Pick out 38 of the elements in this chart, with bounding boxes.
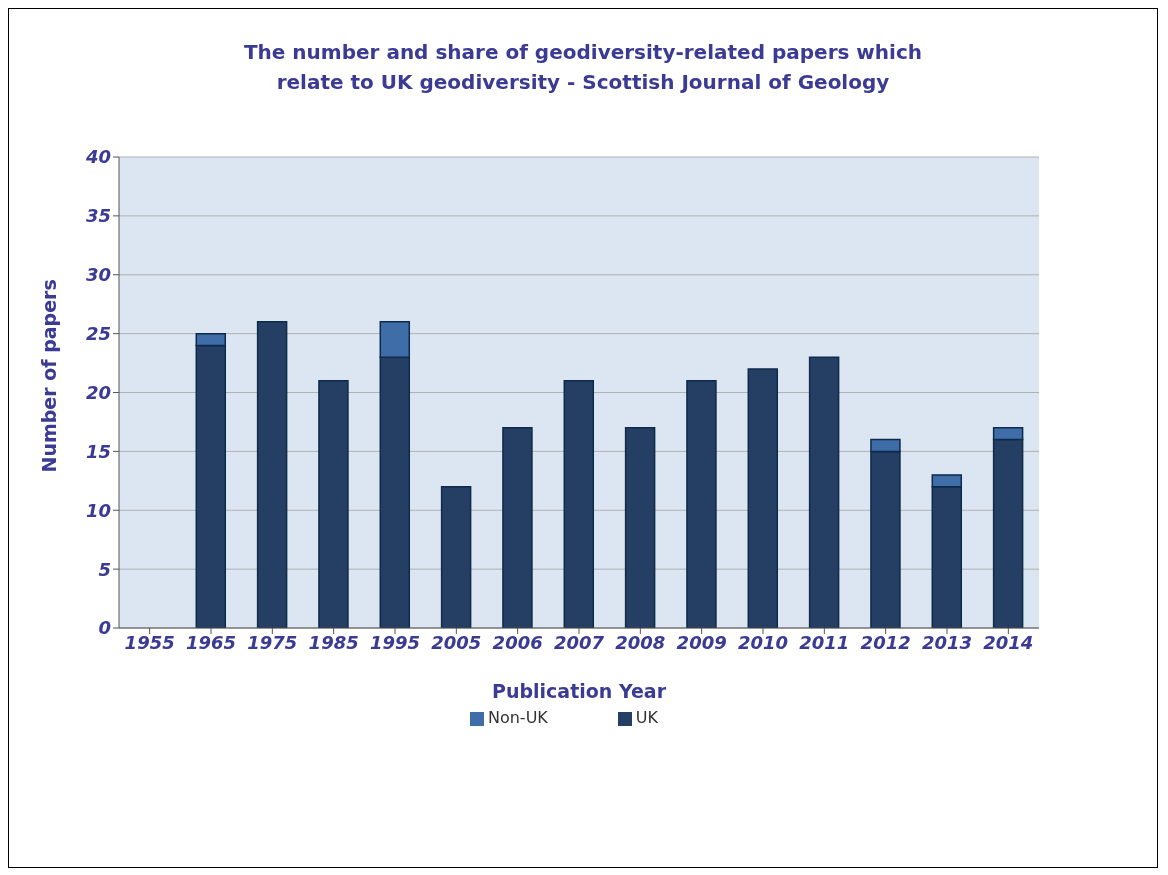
- bar: [256, 321, 288, 628]
- x-tick-label: 1965: [185, 631, 237, 653]
- legend-label: Non-UK: [487, 708, 548, 727]
- legend-label: UK: [635, 708, 659, 727]
- x-tick-label: 1975: [247, 631, 298, 653]
- x-tick-label: 2005: [431, 631, 482, 653]
- y-tick-label: 25: [85, 323, 111, 345]
- x-tick-label: 2006: [492, 631, 543, 653]
- y-tick-label: 40: [84, 146, 111, 168]
- bar: [440, 485, 472, 628]
- chart-title: The number and share of geodiversity-related papers which relate to UK geodiversity - Scottish Journal of Geology: [242, 39, 924, 96]
- bar: [808, 356, 840, 628]
- bar: [686, 379, 717, 628]
- y-tick-label: 15: [85, 440, 111, 462]
- bar: [318, 379, 349, 628]
- x-tick-label: 2010: [737, 631, 789, 653]
- x-tick-label: 2012: [860, 631, 911, 653]
- bar: [624, 427, 656, 628]
- bar: [563, 379, 595, 628]
- x-tick-label: 1955: [124, 631, 175, 653]
- y-axis-title: Number of papers: [37, 279, 60, 473]
- x-tick-label: 2013: [921, 631, 973, 653]
- y-tick-label: 0: [98, 617, 111, 639]
- x-tick-label: 2009: [676, 631, 727, 653]
- y-tick-label: 10: [85, 499, 111, 521]
- x-axis-title: Publication Year: [491, 680, 667, 702]
- y-tick-label: 20: [85, 381, 111, 403]
- x-tick-label: 1995: [369, 631, 421, 653]
- x-tick-label: 2011: [799, 631, 850, 653]
- y-tick-label: 35: [85, 205, 111, 227]
- y-tick-label: 30: [85, 264, 111, 286]
- x-tick-label: 2014: [983, 631, 1034, 653]
- y-tick-label: 5: [98, 558, 111, 580]
- x-tick-label: 2008: [615, 631, 666, 653]
- x-tick-label: 1985: [308, 631, 359, 653]
- x-tick-label: 2007: [553, 631, 605, 653]
- bar: [747, 368, 779, 628]
- bar: [502, 427, 533, 628]
